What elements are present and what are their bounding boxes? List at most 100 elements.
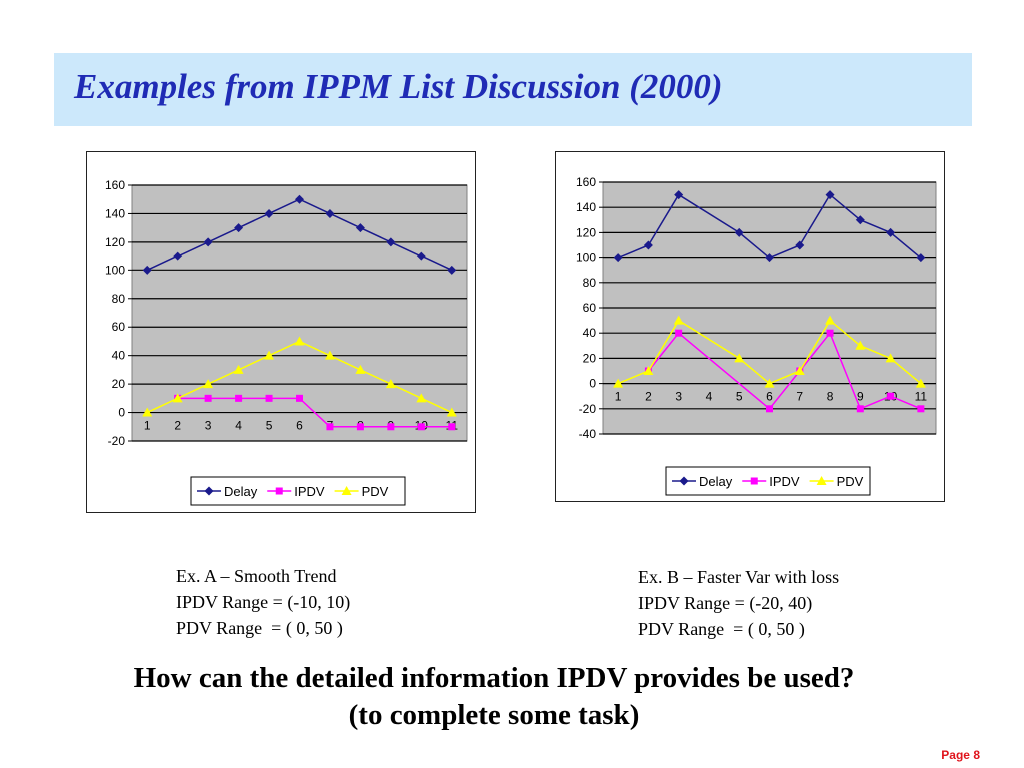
chart-b-ipdv-point xyxy=(675,329,683,337)
chart-b-legend-marker xyxy=(679,476,689,486)
chart-a-pdv-point xyxy=(294,336,305,346)
chart-b-legend-marker xyxy=(750,477,758,485)
chart-b-series-pdv xyxy=(613,315,926,388)
chart-a-ipdv-line xyxy=(177,397,452,428)
chart-b-y-tick-label: 120 xyxy=(576,225,596,239)
chart-a-pdv-point xyxy=(446,407,457,417)
chart-a-y-tick-label: 140 xyxy=(105,206,125,220)
chart-a-pdv-point xyxy=(172,393,183,403)
chart-b-x-tick-label: 7 xyxy=(796,390,803,404)
chart-a-y-tick-label: 80 xyxy=(112,292,126,306)
chart-a-delay-point xyxy=(386,237,396,247)
chart-b-pdv-point xyxy=(673,315,684,325)
chart-a-svg: -200204060801001201401601234567891011Del… xyxy=(105,178,468,506)
chart-a-ipdv-point xyxy=(417,423,425,431)
chart-b-x-tick-label: 4 xyxy=(706,390,713,404)
chart-b-pdv-point xyxy=(794,366,805,375)
chart-b-pdv-point xyxy=(764,378,775,388)
slide-title: Examples from IPPM List Discussion (2000… xyxy=(74,67,723,106)
caption-a-line1: Ex. A – Smooth Trend xyxy=(176,566,337,586)
chart-a-plot-area xyxy=(131,184,468,442)
chart-b-pdv-line xyxy=(617,319,922,385)
chart-b-y-tick-label: 80 xyxy=(583,276,597,290)
chart-b-y-tick-label: 0 xyxy=(589,377,596,391)
chart-a-legend-box xyxy=(190,476,406,506)
chart-b-x-tick-label: 3 xyxy=(675,390,682,404)
chart-b-y-tick-label: 140 xyxy=(576,200,596,214)
chart-a-ipdv-point xyxy=(448,423,456,431)
page-number: Page 8 xyxy=(941,748,980,762)
chart-b-y-tick-label: 20 xyxy=(583,351,597,365)
chart-b-delay-point xyxy=(825,190,835,200)
chart-a-pdv-point xyxy=(385,379,396,389)
chart-a-legend-label-ipdv: IPDV xyxy=(294,484,325,499)
chart-b-y-tick-label: 60 xyxy=(583,301,597,315)
chart-b-pdv-point xyxy=(734,353,745,363)
chart-a-ipdv-point xyxy=(387,423,395,431)
caption-b: Ex. B – Faster Var with loss IPDV Range … xyxy=(638,564,839,642)
chart-b-x-tick-label: 9 xyxy=(857,390,864,404)
chart-a-y-tick-label: 120 xyxy=(105,235,125,249)
chart-b-x-tick-label: 8 xyxy=(827,390,834,404)
chart-a-pdv-point xyxy=(233,364,244,374)
chart-a-ipdv-point xyxy=(235,394,243,402)
chart-b-legend-label-ipdv: IPDV xyxy=(769,474,800,489)
chart-a-y-tick-label: 100 xyxy=(105,263,125,277)
chart-b-x-tick-label: 1 xyxy=(615,390,622,404)
chart-a: -200204060801001201401601234567891011Del… xyxy=(86,151,476,513)
chart-a-legend-marker xyxy=(204,486,214,496)
chart-b-y-tick-label: -40 xyxy=(579,427,597,441)
chart-a-delay-point xyxy=(416,251,426,261)
chart-a-x-tick-label: 5 xyxy=(266,419,273,433)
chart-a-y-tick-label: 20 xyxy=(112,377,126,391)
chart-b-legend-marker xyxy=(816,476,827,485)
chart-a-delay-point xyxy=(234,223,244,233)
chart-b-y-tick-label: 40 xyxy=(583,326,597,340)
chart-a-pdv-point xyxy=(203,379,214,389)
caption-a-line2: IPDV Range = (-10, 10) xyxy=(176,592,351,612)
chart-a-y-tick-label: 160 xyxy=(105,178,125,192)
chart-b-ipdv-point xyxy=(766,405,773,413)
chart-b-legend-box xyxy=(665,466,871,496)
chart-a-ipdv-point xyxy=(265,394,273,402)
chart-b-delay-point xyxy=(855,215,865,225)
chart-b-delay-point xyxy=(886,227,896,237)
chart-a-delay-point xyxy=(325,208,335,218)
chart-b-pdv-point xyxy=(613,378,624,388)
chart-b-svg: -40-200204060801001201401601234567891011… xyxy=(576,175,937,496)
caption-b-line2: IPDV Range = (-20, 40) xyxy=(638,593,813,613)
chart-a-legend-marker xyxy=(341,486,352,495)
chart-a-legend-label-delay: Delay xyxy=(224,484,258,499)
chart-a-x-tick-label: 1 xyxy=(144,419,151,433)
chart-a-delay-point xyxy=(142,265,152,275)
chart-a-legend: Delay IPDV PDV xyxy=(190,476,406,506)
chart-a-y-tick-label: 40 xyxy=(112,349,126,363)
discussion-question: How can the detailed information IPDV pr… xyxy=(0,660,988,734)
chart-a-y-tick-label: 0 xyxy=(118,406,125,420)
chart-a-x-tick-label: 3 xyxy=(205,419,212,433)
chart-b-pdv-point xyxy=(855,340,866,350)
chart-a-y-tick-label: -20 xyxy=(108,434,126,448)
chart-a-delay-point xyxy=(203,237,213,247)
chart-a-delay-point xyxy=(173,251,183,261)
chart-b-y-tick-label: -20 xyxy=(579,402,597,416)
chart-a-series-pdv xyxy=(142,336,457,417)
chart-b-series-delay xyxy=(613,190,926,263)
question-line-2: (to complete some task) xyxy=(348,699,640,731)
chart-a-delay-point xyxy=(447,265,457,275)
chart-a-pdv-point xyxy=(264,350,275,360)
chart-b-x-tick-label: 11 xyxy=(915,390,928,404)
chart-b-ipdv-point xyxy=(826,329,834,337)
chart-b-ipdv-point xyxy=(917,405,925,413)
chart-b-delay-point xyxy=(916,253,926,263)
chart-b-legend-label-pdv: PDV xyxy=(837,474,864,489)
chart-b-delay-point xyxy=(674,190,684,200)
chart-a-delay-point xyxy=(264,208,274,218)
chart-b-ipdv-line xyxy=(647,331,922,410)
chart-b-x-tick-label: 2 xyxy=(645,390,652,404)
chart-b-legend: Delay IPDV PDV xyxy=(665,466,871,496)
chart-a-legend-marker xyxy=(275,487,283,495)
caption-b-line3: PDV Range = ( 0, 50 ) xyxy=(638,619,805,639)
chart-b-delay-point xyxy=(765,253,774,263)
chart-b-delay-point xyxy=(643,240,653,250)
